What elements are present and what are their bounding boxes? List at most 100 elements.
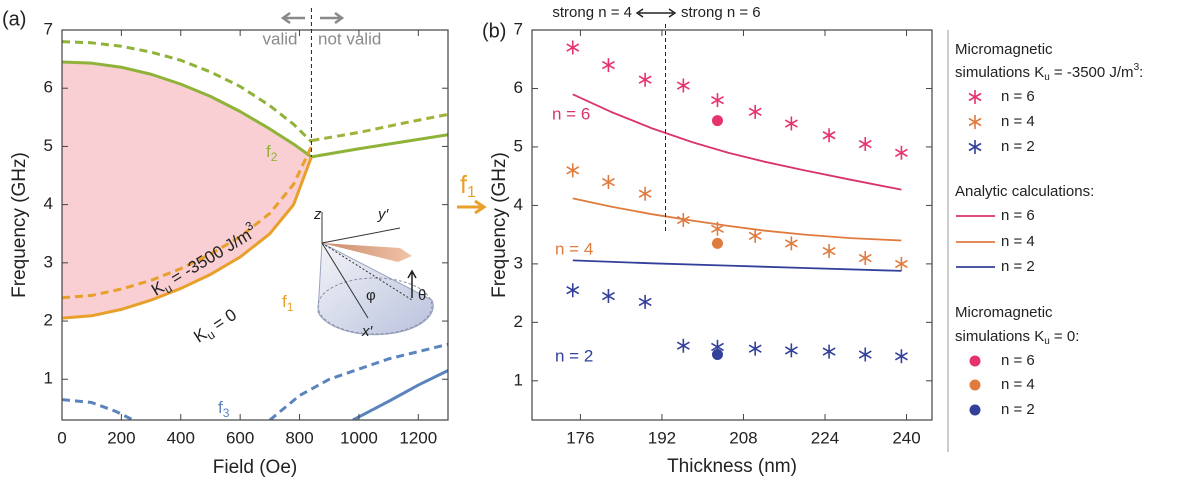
y-tick-label: 3 xyxy=(514,253,523,272)
legend-label: n = 2 xyxy=(1001,258,1035,275)
legend-title: Analytic calculations: xyxy=(955,183,1094,200)
series-line xyxy=(572,259,902,272)
legend-marker xyxy=(968,115,982,129)
star-marker xyxy=(858,347,872,362)
dot-marker xyxy=(711,349,723,361)
annotation: strong n = 6 xyxy=(681,4,761,21)
series-line xyxy=(62,60,448,159)
star-marker xyxy=(858,251,872,266)
series-line xyxy=(62,342,448,420)
plot-area xyxy=(566,40,908,364)
star-marker xyxy=(822,344,836,359)
legend-title: simulations Ku = -3500 J/m3: xyxy=(955,62,1143,83)
cone-inset: z y′ x′ φ θ xyxy=(313,206,434,340)
star-marker xyxy=(638,72,652,87)
legend-title: Micromagnetic xyxy=(955,41,1053,58)
panel-label: (b) xyxy=(482,20,506,42)
legend-marker xyxy=(968,90,982,104)
series-line xyxy=(62,145,313,300)
annotation: strong n = 4 xyxy=(552,4,632,21)
star-marker xyxy=(748,228,762,243)
y-axis-title: Frequency (GHz) xyxy=(9,152,30,298)
star-marker xyxy=(822,244,836,259)
axis-line xyxy=(321,242,413,301)
legend-marker xyxy=(969,404,981,416)
annotation: Ku = 0 xyxy=(191,305,242,349)
x-tick-label: 208 xyxy=(729,428,757,447)
y-tick-label: 4 xyxy=(514,195,523,214)
x-tick-label: 224 xyxy=(811,428,839,447)
star-marker xyxy=(676,78,690,93)
star-marker xyxy=(894,145,908,160)
x-tick-label: 240 xyxy=(892,428,920,447)
arrow xyxy=(280,11,305,25)
legend-label: n = 2 xyxy=(1001,138,1035,155)
legend-label: n = 6 xyxy=(1001,88,1035,105)
panel-a: 0 200 400 600 800 1000 1200 1 2 3 4 5 6 7 xyxy=(44,8,449,447)
star-marker xyxy=(748,104,762,119)
legend-label: n = 6 xyxy=(1001,352,1035,369)
y-tick-label: 6 xyxy=(514,78,523,97)
series-line xyxy=(572,197,902,242)
star-marker xyxy=(676,338,690,353)
y-tick-label: 2 xyxy=(44,311,53,330)
x-tick-label: 1200 xyxy=(399,428,437,447)
x-tick-label: 176 xyxy=(566,428,594,447)
y-tick-label: 1 xyxy=(514,370,523,389)
annotation: f3 xyxy=(218,398,230,420)
star-marker xyxy=(711,93,724,108)
legend-label: n = 4 xyxy=(1001,233,1035,250)
arrow xyxy=(407,269,417,298)
star-marker xyxy=(566,40,580,55)
cone-base xyxy=(317,277,433,335)
series-line xyxy=(62,156,313,320)
x-tick-label: 400 xyxy=(167,428,195,447)
star-marker xyxy=(784,236,798,251)
x-tick-label: 600 xyxy=(226,428,254,447)
panel-b: 176 192 208 224 240 1 2 3 4 5 6 7 n = 6 n = 4 n = 2 n =… xyxy=(514,19,1035,447)
star-marker xyxy=(601,289,615,304)
annotation: φ xyxy=(366,287,376,304)
annotation: valid xyxy=(263,29,298,48)
series-line xyxy=(352,369,448,420)
legend-label: n = 6 xyxy=(1001,207,1035,224)
y-tick-label: 7 xyxy=(514,19,523,38)
y-tick-label: 5 xyxy=(44,136,53,155)
series-line xyxy=(62,40,313,143)
cone xyxy=(317,242,434,336)
plot-area xyxy=(62,40,448,420)
legend-marker xyxy=(968,140,982,154)
series-line xyxy=(572,93,902,191)
x-tick-label: 200 xyxy=(107,428,135,447)
annotation: z xyxy=(313,206,322,223)
star-marker xyxy=(638,294,652,309)
annotation: x′ xyxy=(361,323,374,340)
arrow xyxy=(457,199,487,215)
annotation: not valid xyxy=(318,29,381,48)
star-marker xyxy=(566,163,580,178)
legend-label: n = 2 xyxy=(1001,401,1035,418)
star-marker xyxy=(894,349,908,364)
star-marker xyxy=(822,128,836,143)
plot-frame xyxy=(61,29,449,421)
legend-marker xyxy=(969,355,981,367)
star-marker xyxy=(858,137,872,152)
legend-label: n = 4 xyxy=(1001,113,1035,130)
legend-label: n = 4 xyxy=(1001,376,1035,393)
legend-title: Micromagnetic xyxy=(955,304,1053,321)
x-axis-title: Field (Oe) xyxy=(213,457,297,478)
x-axis-title: Thickness (nm) xyxy=(667,456,797,477)
y-tick-label: 7 xyxy=(44,19,53,38)
y-tick-label: 1 xyxy=(44,369,53,388)
dot-marker xyxy=(711,115,723,127)
star-marker xyxy=(748,341,762,356)
x-tick-label: 192 xyxy=(648,428,676,447)
y-tick-label: 6 xyxy=(44,78,53,97)
star-marker xyxy=(894,256,908,271)
legend-marker xyxy=(969,379,981,391)
x-tick-label: 0 xyxy=(57,428,66,447)
y-tick-label: 5 xyxy=(514,136,523,155)
star-marker xyxy=(638,186,652,201)
annotation: θ xyxy=(418,287,426,304)
annotation: f1 xyxy=(460,171,476,202)
